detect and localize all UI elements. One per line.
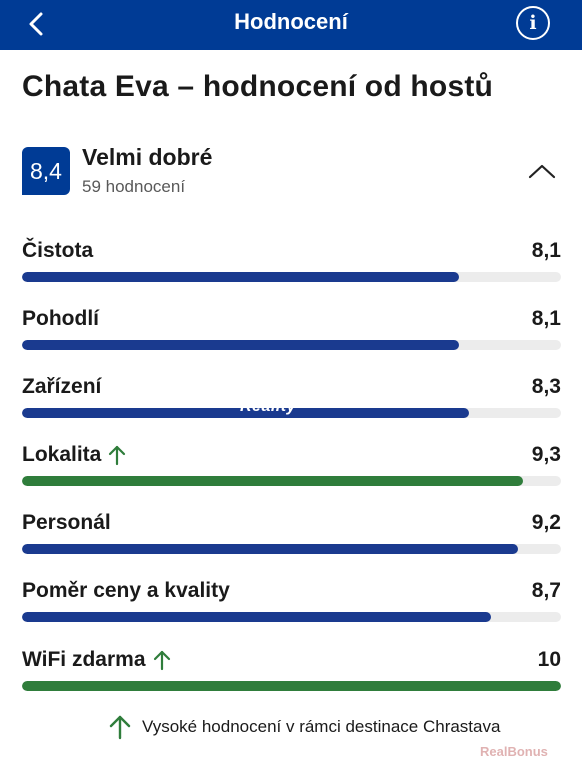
score-bar-fill (22, 612, 491, 622)
category-label: Pohodlí (22, 307, 99, 330)
category-label: Lokalita (22, 443, 102, 466)
arrow-up-icon (152, 649, 172, 671)
score-bar-fill (22, 544, 518, 554)
collapse-button[interactable] (526, 160, 558, 182)
rating-row-wifi: WiFi zdarma 10 (22, 648, 561, 698)
category-label: Personál (22, 511, 111, 534)
score-bar-track (22, 544, 561, 554)
chevron-up-icon (528, 164, 556, 179)
score-bar-track (22, 681, 561, 691)
category-score: 9,3 (531, 443, 561, 466)
category-label: Poměr ceny a kvality (22, 579, 230, 602)
high-rating-note-text: Vysoké hodnocení v rámci destinace Chras… (142, 717, 501, 736)
category-score: 9,2 (531, 511, 561, 534)
rating-row-cistota: Čistota 8,1 (22, 239, 561, 289)
category-score: 8,1 (531, 307, 561, 330)
info-button[interactable]: i (516, 6, 550, 40)
score-bar-track (22, 476, 561, 486)
arrow-up-icon (107, 444, 127, 466)
score-bar-fill (22, 272, 459, 282)
score-bar-track (22, 340, 561, 350)
rating-row-pohodli: Pohodlí 8,1 (22, 307, 561, 357)
score-bar-fill (22, 340, 459, 350)
score-bar-track (22, 612, 561, 622)
category-score: 8,1 (531, 239, 561, 262)
info-icon: i (529, 12, 537, 34)
score-bar-fill (22, 408, 470, 418)
category-label: WiFi zdarma (22, 648, 146, 671)
score-bar-track (22, 408, 561, 418)
top-bar: Hodnocení i (0, 0, 582, 50)
review-count: 59 hodnocení (82, 177, 186, 196)
overall-score-badge: 8,4 (22, 147, 70, 195)
rating-row-zarizeni: Zařízení 8,3 (22, 375, 561, 425)
screen-title: Hodnocení (234, 9, 348, 34)
category-score: 8,7 (531, 579, 561, 602)
rating-row-personal: Personál 9,2 (22, 511, 561, 561)
category-label: Čistota (22, 239, 94, 262)
score-bar-fill (22, 476, 524, 486)
rating-row-lokalita: Lokalita 9,3 (22, 443, 561, 493)
page-title: Chata Eva – hodnocení od hostů (22, 70, 494, 103)
high-rating-note: Vysoké hodnocení v rámci destinace Chras… (108, 714, 500, 740)
score-bar-fill (22, 681, 561, 691)
rating-row-pomer-ceny: Poměr ceny a kvality 8,7 (22, 579, 561, 629)
category-score: 10 (537, 648, 561, 671)
back-button[interactable] (22, 8, 52, 40)
watermark-text: Reality (240, 398, 296, 415)
overall-score-label: Velmi dobré (82, 144, 213, 170)
category-score: 8,3 (531, 375, 561, 398)
category-label: Zařízení (22, 375, 102, 398)
watermark-logo: RealBonus (480, 744, 548, 759)
chevron-left-icon (29, 12, 43, 36)
arrow-up-icon (108, 714, 132, 740)
score-bar-track (22, 272, 561, 282)
